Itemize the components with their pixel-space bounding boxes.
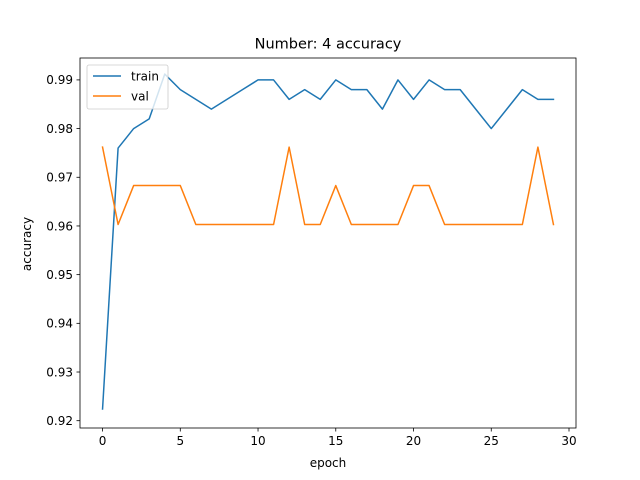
series-line-val bbox=[101, 146, 555, 226]
x-tick-label: 0 bbox=[99, 434, 107, 448]
plot-area: 0 5 10 15 20 25 30 0.92 0.93 0.94 0.95 0.96 0.97 0.98… bbox=[46, 57, 577, 448]
x-axis-label: epoch bbox=[310, 456, 347, 470]
legend-label-val: val bbox=[131, 90, 149, 104]
y-tick-label: 0.97 bbox=[46, 171, 73, 185]
plot-frame bbox=[79, 57, 577, 429]
y-tick-label: 0.99 bbox=[46, 73, 73, 87]
x-tick-label: 30 bbox=[561, 434, 576, 448]
y-tick-label: 0.92 bbox=[46, 414, 73, 428]
y-axis-label: accuracy bbox=[20, 217, 34, 271]
x-tick-label: 15 bbox=[328, 434, 343, 448]
x-tick-label: 5 bbox=[176, 434, 184, 448]
y-tick-label: 0.96 bbox=[46, 219, 73, 233]
x-tick-label: 20 bbox=[406, 434, 421, 448]
series-line-train bbox=[101, 73, 555, 410]
y-tick-label: 0.98 bbox=[46, 122, 73, 136]
y-tick-label: 0.95 bbox=[46, 268, 73, 282]
y-tick-label: 0.94 bbox=[46, 317, 73, 331]
x-tick-label: 25 bbox=[484, 434, 499, 448]
y-tick-label: 0.93 bbox=[46, 365, 73, 379]
legend-label-train: train bbox=[131, 70, 159, 84]
chart-title: Number: 4 accuracy bbox=[255, 37, 402, 53]
x-tick-label: 10 bbox=[250, 434, 265, 448]
